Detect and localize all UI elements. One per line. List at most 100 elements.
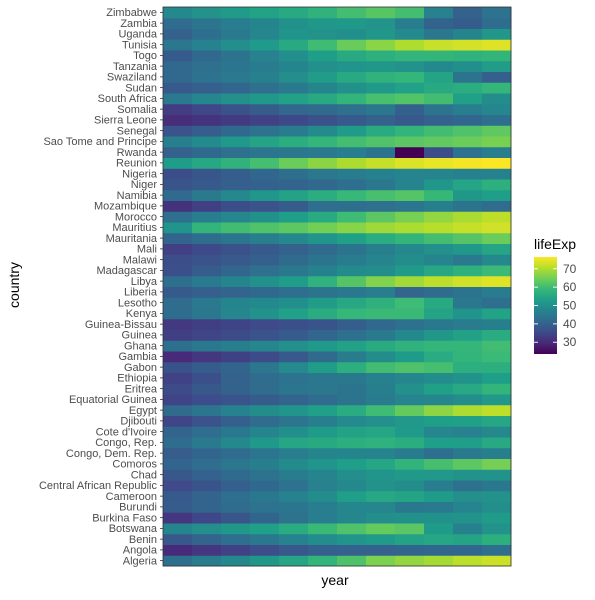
heatmap-cell xyxy=(192,71,222,83)
heatmap-cell xyxy=(424,39,454,51)
heatmap-cell xyxy=(395,458,425,470)
heatmap-cell xyxy=(192,394,222,406)
heatmap-cell xyxy=(163,189,193,201)
heatmap-cell xyxy=(366,437,396,449)
heatmap-cell xyxy=(424,512,454,524)
heatmap-cell xyxy=(337,168,367,180)
heatmap-cell xyxy=(192,125,222,137)
heatmap-cell xyxy=(279,17,309,29)
heatmap-cell xyxy=(337,394,367,406)
heatmap-cell xyxy=(482,383,512,395)
heatmap-cell xyxy=(221,275,251,287)
heatmap-cell xyxy=(221,523,251,535)
heatmap-cell xyxy=(366,157,396,169)
heatmap-cell xyxy=(337,426,367,438)
heatmap-cell xyxy=(279,168,309,180)
heatmap-cell xyxy=(192,512,222,524)
heatmap-cell xyxy=(163,211,193,223)
heatmap-cell xyxy=(163,544,193,556)
y-tick-label: Madagascar xyxy=(96,265,157,277)
heatmap-cell xyxy=(453,103,483,115)
heatmap-cell xyxy=(424,415,454,427)
heatmap-cell xyxy=(279,286,309,298)
heatmap-cell xyxy=(308,222,338,234)
heatmap-cell xyxy=(337,7,367,19)
heatmap-cell xyxy=(192,28,222,40)
heatmap-cell xyxy=(366,50,396,62)
heatmap-cell xyxy=(250,103,280,115)
heatmap-cell xyxy=(453,243,483,255)
heatmap-cell xyxy=(424,351,454,363)
heatmap-cell xyxy=(424,136,454,148)
heatmap-cell xyxy=(424,50,454,62)
heatmap-cell xyxy=(192,200,222,212)
heatmap-cell xyxy=(482,372,512,384)
heatmap-cell xyxy=(221,114,251,126)
y-tick-label: Sierra Leone xyxy=(94,115,157,127)
heatmap-cell xyxy=(395,351,425,363)
colorbar xyxy=(534,257,557,354)
heatmap-cell xyxy=(453,437,483,449)
heatmap-cell xyxy=(279,555,309,567)
heatmap-cell xyxy=(221,157,251,169)
heatmap-cell xyxy=(337,523,367,535)
heatmap-cell xyxy=(221,60,251,72)
heatmap-cell xyxy=(250,275,280,287)
heatmap-cell xyxy=(308,447,338,459)
heatmap-cell xyxy=(192,501,222,513)
heatmap-cell xyxy=(221,7,251,19)
heatmap-cell xyxy=(453,555,483,567)
colorbar-tick-label: 50 xyxy=(563,299,577,313)
heatmap-cell xyxy=(192,275,222,287)
heatmap-cell xyxy=(163,340,193,352)
heatmap-cell xyxy=(192,17,222,29)
heatmap-cell xyxy=(395,308,425,320)
heatmap-cell xyxy=(337,265,367,277)
heatmap-cell xyxy=(221,222,251,234)
heatmap-cell xyxy=(482,437,512,449)
heatmap-cell xyxy=(192,7,222,19)
heatmap-cell xyxy=(453,426,483,438)
heatmap-cell xyxy=(250,50,280,62)
heatmap-cell xyxy=(453,297,483,309)
heatmap-cell xyxy=(250,93,280,105)
heatmap-cell xyxy=(221,308,251,320)
heatmap-cell xyxy=(308,189,338,201)
heatmap-cell xyxy=(366,469,396,481)
heatmap-cell xyxy=(453,340,483,352)
heatmap-cell xyxy=(279,200,309,212)
y-tick-label: Togo xyxy=(133,50,157,62)
heatmap-cell xyxy=(424,17,454,29)
heatmap-cell xyxy=(482,39,512,51)
heatmap-cell xyxy=(279,265,309,277)
heatmap-cell xyxy=(453,189,483,201)
heatmap-cell xyxy=(337,555,367,567)
heatmap-cell xyxy=(192,329,222,341)
heatmap-cell xyxy=(424,490,454,502)
heatmap-cell xyxy=(337,232,367,244)
heatmap-cell xyxy=(308,28,338,40)
heatmap-cell xyxy=(453,523,483,535)
heatmap-cell xyxy=(279,437,309,449)
heatmap-cell xyxy=(337,447,367,459)
heatmap-cell xyxy=(453,480,483,492)
heatmap-cell xyxy=(337,329,367,341)
heatmap-cell xyxy=(453,114,483,126)
heatmap-cell xyxy=(337,179,367,191)
y-tick-label: Congo, Rep. xyxy=(95,437,157,449)
heatmap-cell xyxy=(308,383,338,395)
heatmap-cell xyxy=(482,254,512,266)
heatmap-cell xyxy=(453,71,483,83)
heatmap-cell xyxy=(366,189,396,201)
heatmap-cell xyxy=(308,490,338,502)
y-tick-label: Niger xyxy=(131,179,158,191)
heatmap-cell xyxy=(424,179,454,191)
heatmap-cell xyxy=(395,136,425,148)
heatmap-cell xyxy=(192,265,222,277)
heatmap-cell xyxy=(424,383,454,395)
heatmap-cell xyxy=(250,533,280,545)
heatmap-cell xyxy=(279,211,309,223)
heatmap-cell xyxy=(424,157,454,169)
heatmap-cell xyxy=(250,60,280,72)
